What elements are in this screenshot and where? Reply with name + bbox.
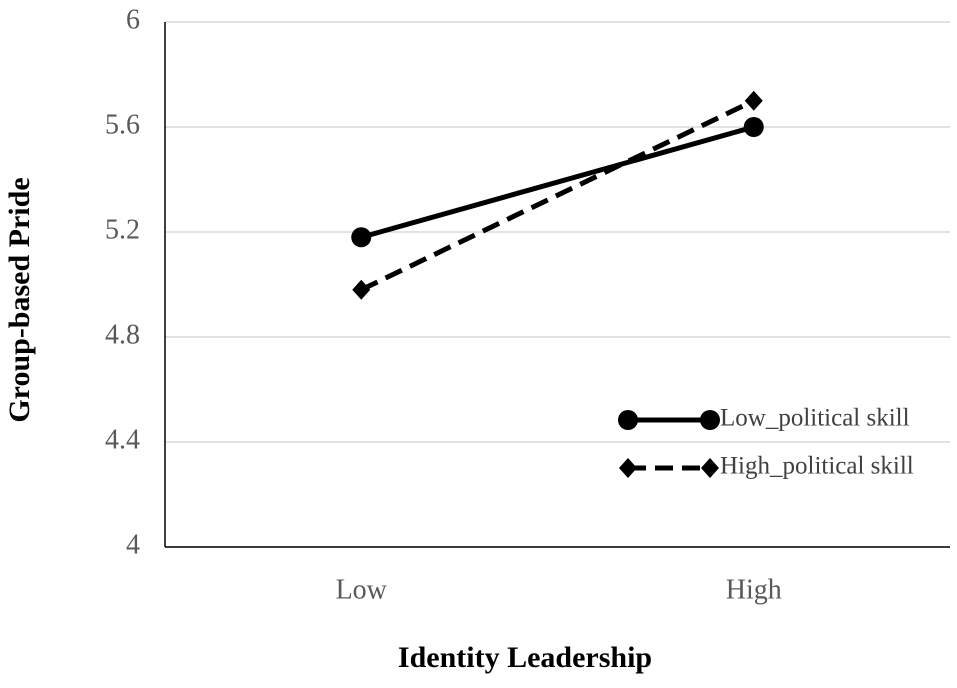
legend-label: High_political skill [720,453,914,480]
data-point [743,117,764,137]
legend-marker [700,410,720,430]
y-tick-label: 5.6 [105,109,140,140]
series-line [360,98,755,293]
legend-marker [701,458,719,478]
data-point [351,227,372,248]
y-axis-title: Group-based Pride [3,177,36,422]
series-line [360,124,755,240]
legend-marker [619,458,637,478]
y-tick-label: 4.8 [105,319,140,350]
y-tick-label: 5.2 [105,214,140,245]
data-point [352,279,371,300]
x-tick-label: Low [336,574,388,605]
x-tick-label: High [726,574,782,605]
legend-marker [618,410,638,430]
y-tick-label: 6 [126,4,140,35]
y-tick-label: 4.4 [105,424,140,455]
y-tick-label: 4 [126,529,140,560]
data-point [744,90,763,111]
legend-label: Low_political skill [720,405,910,432]
x-axis-title: Identity Leadership [398,641,652,674]
